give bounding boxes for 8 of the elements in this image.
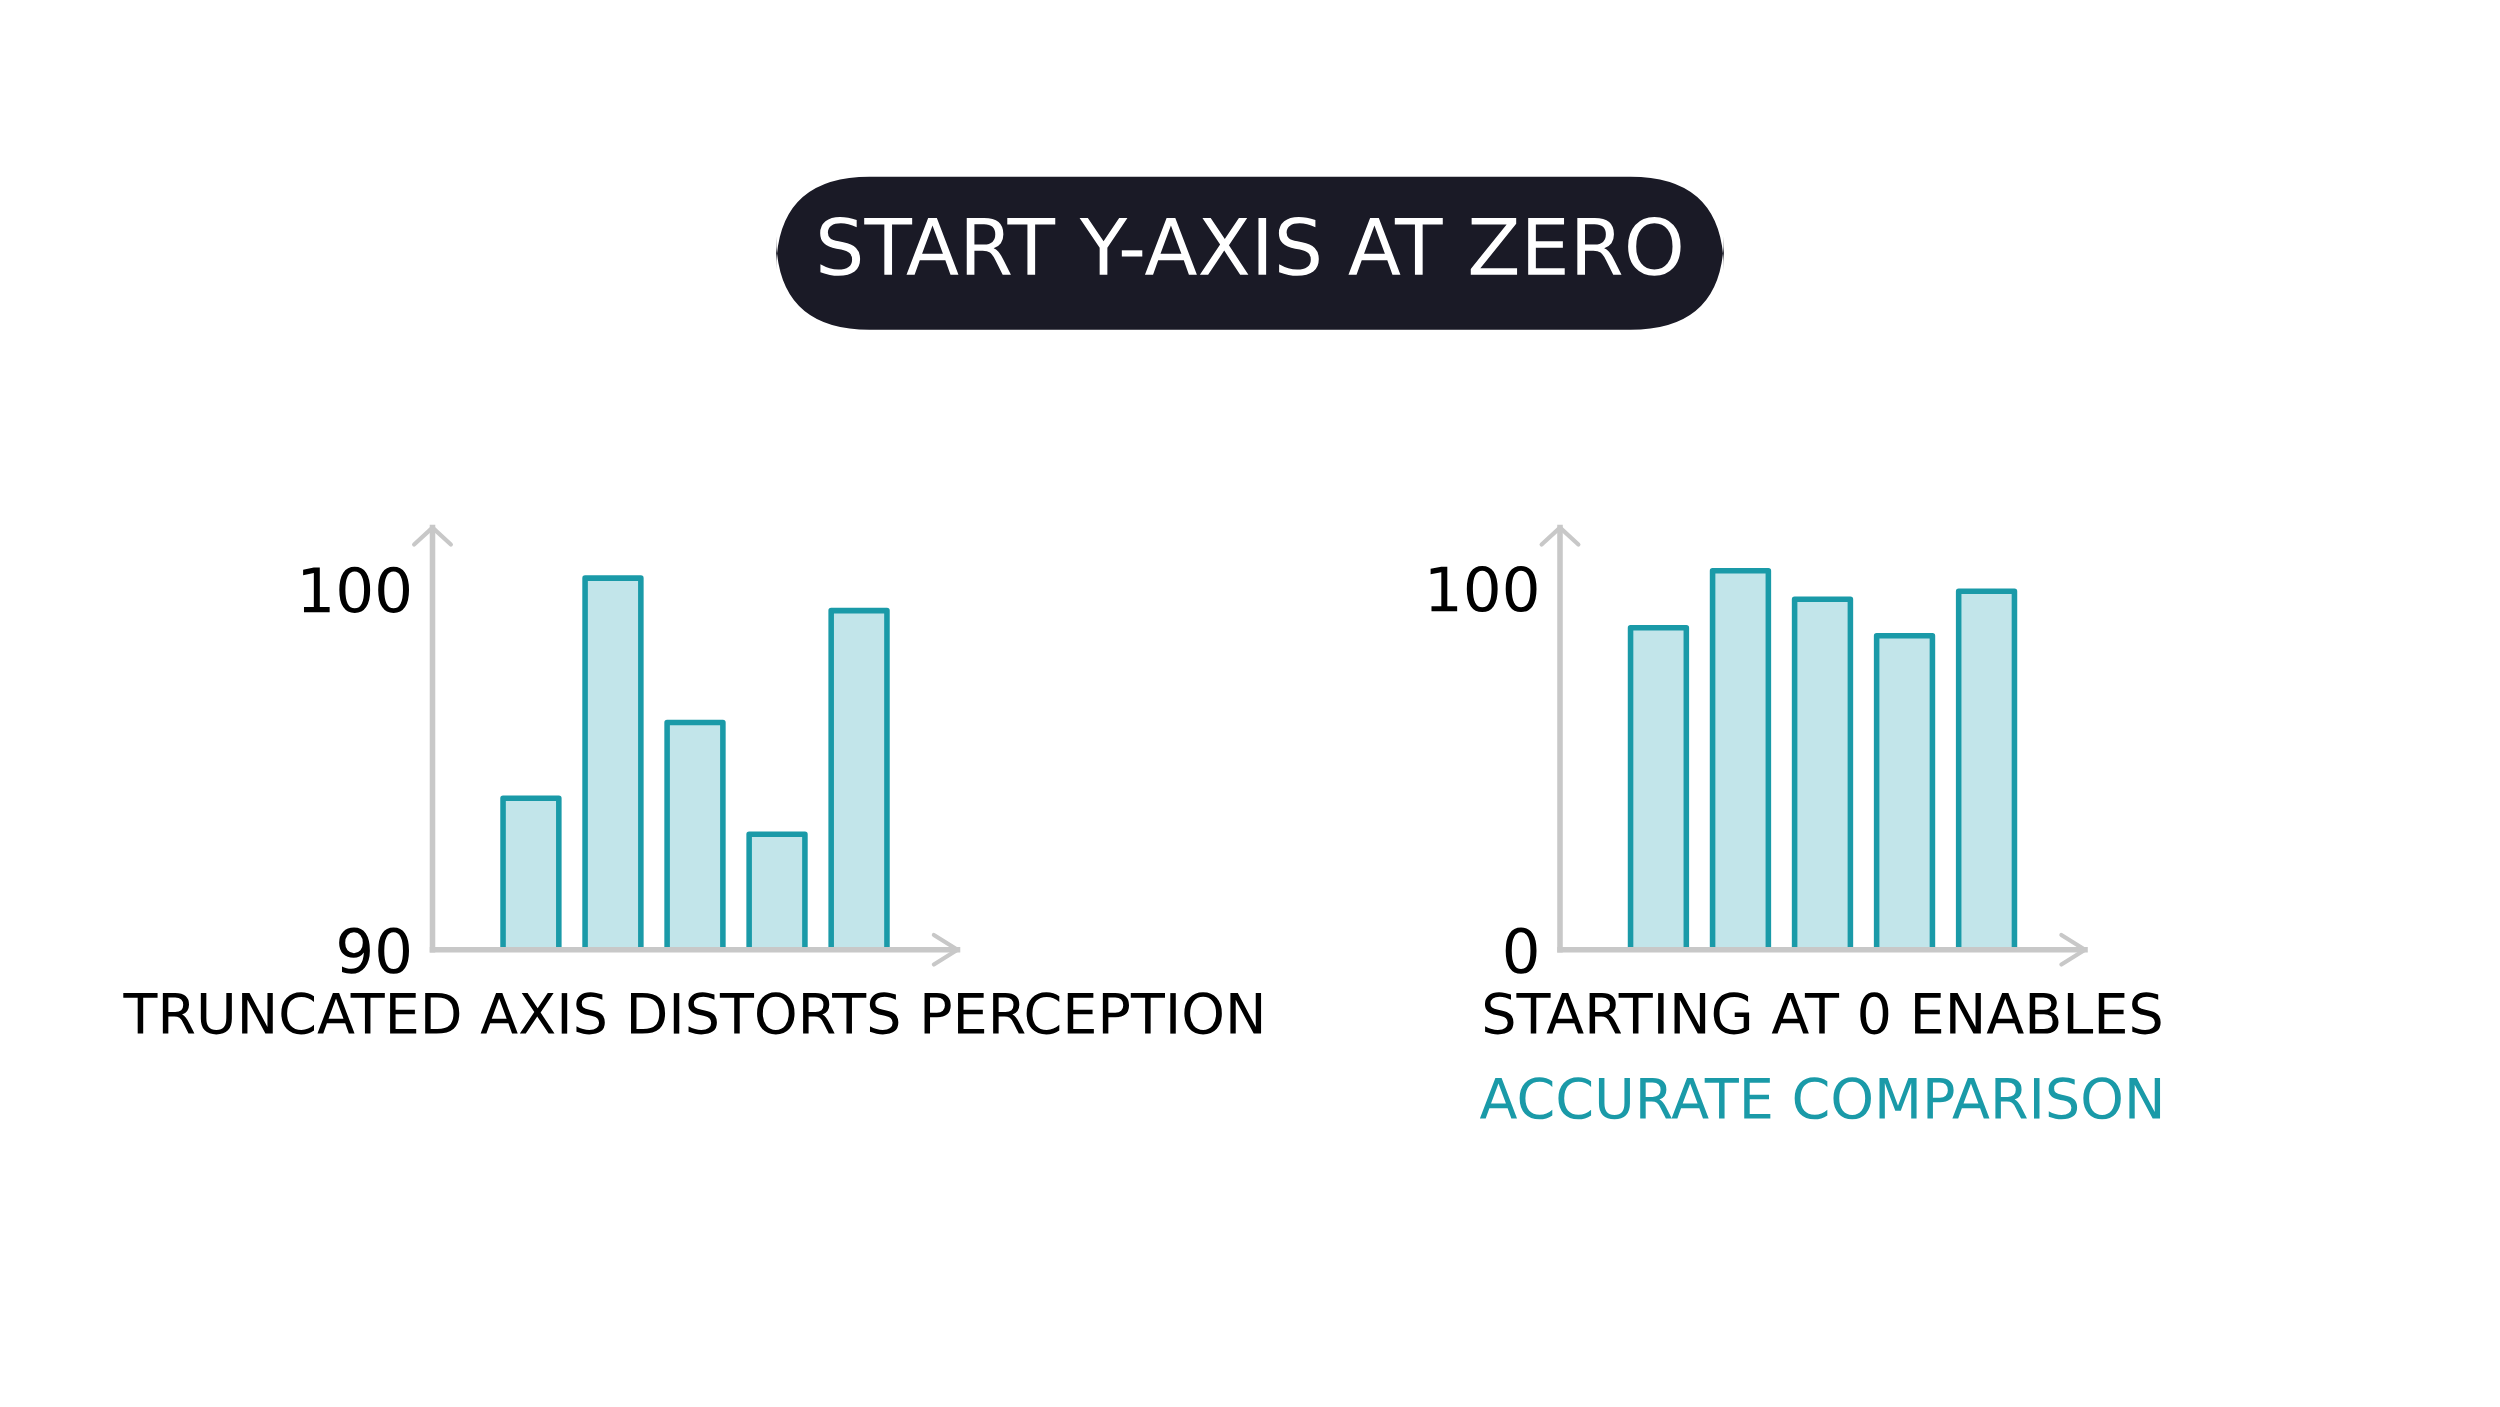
text: START Y-AXIS AT ZERO: [820, 217, 1681, 276]
y-tick-label: 100: [1430, 565, 1537, 613]
y-tick-label: 90: [339, 927, 409, 974]
y-tick-label: 100: [303, 566, 409, 614]
x-axis-title: STARTING AT 0 ENABLES: [1484, 992, 2161, 1035]
text: ACCURATE COMPARISON: [1479, 1077, 2161, 1120]
y-tick-label: 0: [1505, 927, 1537, 974]
x-axis-title: TRUNCATED AXIS DISTORTS PERCEPTION: [123, 992, 1262, 1035]
